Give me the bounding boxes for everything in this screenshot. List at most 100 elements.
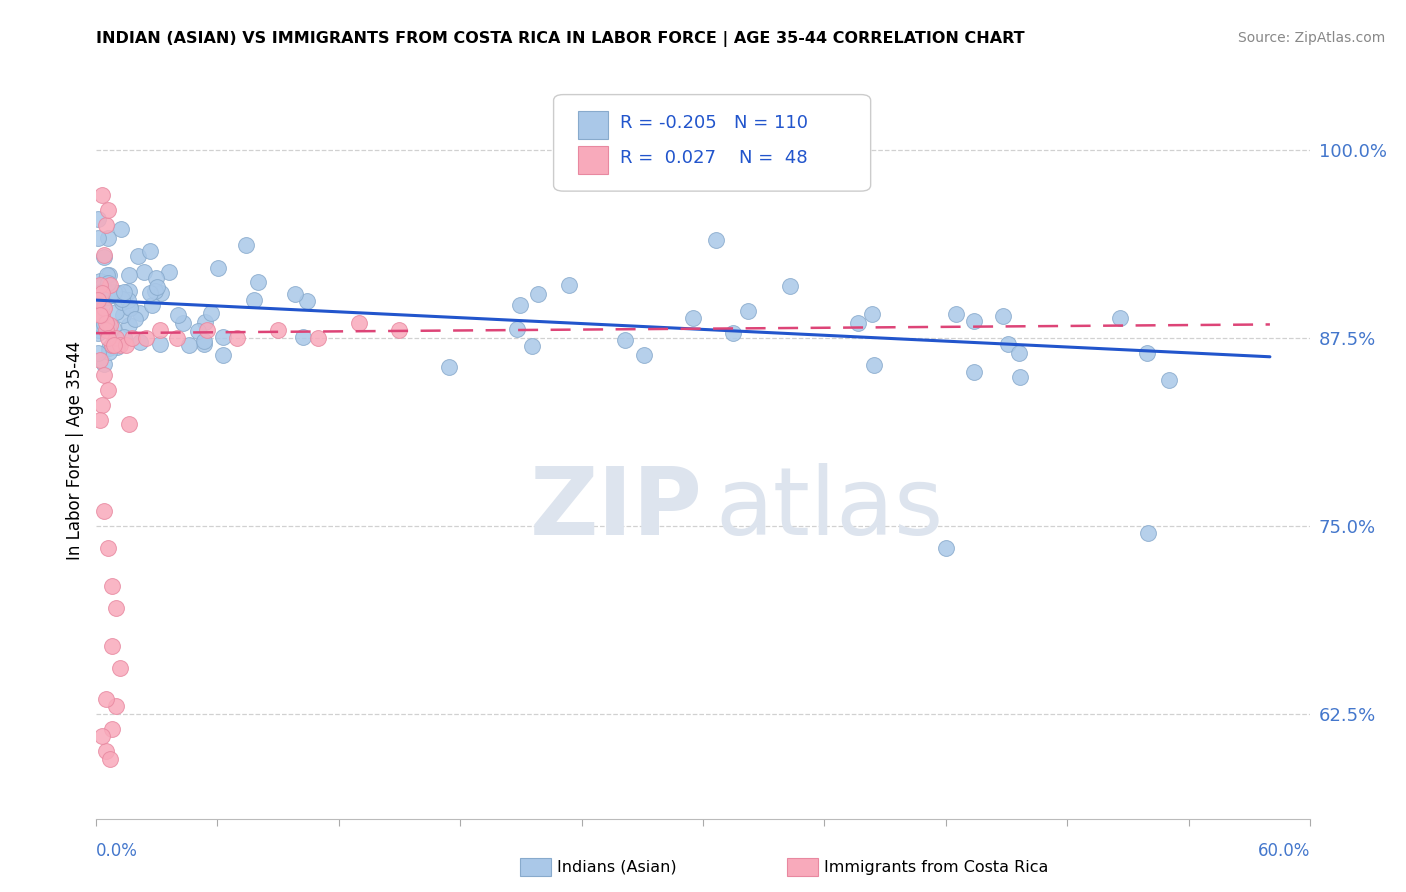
Point	[98, 318, 121, 332]
Point	[90, 398, 112, 412]
Point	[135, 331, 157, 345]
Point	[212, 329, 235, 343]
Point	[98, 287, 121, 301]
Point	[997, 336, 1019, 351]
Point	[509, 298, 531, 312]
Point	[111, 308, 134, 322]
Point	[89, 308, 111, 322]
Point	[117, 293, 139, 307]
Point	[212, 348, 235, 362]
Point	[105, 341, 128, 355]
Point	[1157, 373, 1180, 387]
Point	[108, 661, 131, 675]
Point	[86, 211, 108, 226]
Point	[97, 384, 120, 398]
Point	[107, 285, 129, 300]
Point	[520, 339, 543, 353]
Point	[388, 323, 411, 337]
Point	[94, 316, 117, 330]
Text: 60.0%: 60.0%	[1258, 842, 1310, 861]
Point	[86, 346, 108, 360]
Point	[101, 288, 124, 302]
Point	[97, 268, 120, 282]
Point	[193, 337, 215, 351]
Point	[90, 285, 112, 299]
FancyBboxPatch shape	[578, 146, 609, 174]
Text: INDIAN (ASIAN) VS IMMIGRANTS FROM COSTA RICA IN LABOR FORCE | AGE 35-44 CORRELAT: INDIAN (ASIAN) VS IMMIGRANTS FROM COSTA …	[96, 31, 1024, 47]
Point	[935, 541, 957, 556]
Point	[115, 338, 138, 352]
Point	[93, 368, 115, 383]
Point	[124, 311, 146, 326]
Point	[633, 348, 655, 362]
Point	[962, 314, 984, 328]
Point	[87, 290, 110, 304]
Point	[94, 218, 117, 232]
Point	[94, 744, 117, 758]
Point	[737, 304, 759, 318]
Point	[98, 278, 121, 293]
Point	[110, 222, 132, 236]
Point	[93, 285, 115, 299]
Point	[89, 323, 111, 337]
Point	[129, 306, 152, 320]
Point	[127, 249, 149, 263]
Point	[93, 317, 115, 331]
Point	[194, 315, 217, 329]
Text: Indians (Asian): Indians (Asian)	[557, 860, 676, 874]
Point	[91, 277, 114, 292]
Point	[172, 316, 194, 330]
Point	[177, 338, 200, 352]
Point	[101, 320, 124, 334]
Point	[557, 277, 579, 292]
FancyBboxPatch shape	[578, 111, 609, 139]
Point	[97, 231, 120, 245]
Point	[846, 316, 869, 330]
Point	[149, 337, 172, 351]
Point	[1008, 346, 1031, 360]
Text: 0.0%: 0.0%	[96, 842, 138, 861]
Point	[146, 280, 169, 294]
Point	[945, 307, 967, 321]
Point	[89, 413, 111, 427]
Point	[97, 541, 120, 556]
Text: atlas: atlas	[716, 464, 943, 556]
Text: ZIP: ZIP	[530, 464, 703, 556]
Text: Source: ZipAtlas.com: Source: ZipAtlas.com	[1237, 31, 1385, 45]
Point	[195, 323, 218, 337]
Point	[862, 358, 884, 372]
Point	[93, 250, 115, 264]
Point	[860, 307, 883, 321]
Point	[100, 337, 122, 351]
Point	[138, 285, 160, 300]
Point	[193, 334, 215, 348]
Point	[118, 301, 141, 315]
Point	[121, 331, 143, 345]
Point	[200, 306, 222, 320]
Y-axis label: In Labor Force | Age 35-44: In Labor Force | Age 35-44	[66, 341, 84, 560]
Point	[283, 286, 305, 301]
Point	[89, 274, 111, 288]
Point	[98, 752, 121, 766]
Point	[97, 202, 120, 217]
Point	[437, 360, 460, 375]
Point	[120, 300, 142, 314]
Point	[207, 261, 229, 276]
Point	[90, 187, 112, 202]
Point	[104, 331, 127, 345]
Point	[97, 341, 120, 355]
Text: R =  0.027    N =  48: R = 0.027 N = 48	[620, 149, 808, 167]
Point	[235, 237, 257, 252]
Point	[149, 323, 172, 337]
Point	[143, 285, 166, 299]
Point	[93, 503, 115, 517]
Text: R = -0.205   N = 110: R = -0.205 N = 110	[620, 113, 808, 132]
Point	[91, 293, 114, 308]
Point	[89, 278, 111, 293]
Point	[91, 301, 114, 316]
Point	[94, 323, 117, 337]
Point	[166, 331, 188, 345]
FancyBboxPatch shape	[554, 95, 870, 191]
Point	[90, 729, 112, 743]
Point	[105, 305, 128, 319]
